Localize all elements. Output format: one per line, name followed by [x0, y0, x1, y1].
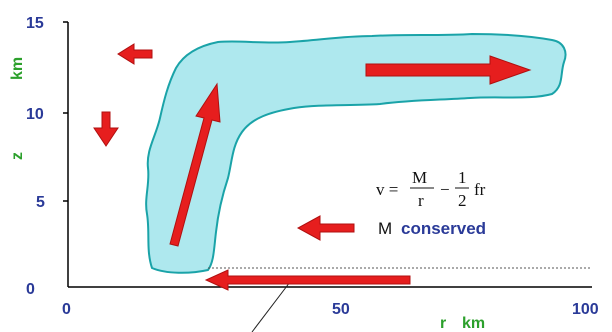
y-tick-label: 10 [26, 106, 44, 123]
equation-tail: fr [474, 180, 486, 199]
updraft-arrow [169, 82, 221, 247]
equation-denominator-2: 2 [458, 191, 467, 210]
equation-denominator-1: r [418, 191, 424, 210]
equation-minus: − [440, 180, 450, 199]
upper-left-arrow [117, 43, 153, 65]
x-axis-label: r [440, 315, 446, 332]
x-tick-label: 0 [62, 301, 71, 318]
mid-inflow-arrow [296, 215, 355, 241]
x-axis-unit-label: km [462, 315, 485, 332]
annotation-m: M [378, 219, 392, 238]
pointer-line [251, 281, 291, 332]
x-tick-label: 100 [572, 301, 599, 318]
y-axis-unit-label: km [9, 57, 26, 80]
y-tick-label: 0 [26, 281, 35, 298]
x-tick-label: 50 [332, 301, 350, 318]
eyewall-outflow-cloud [145, 32, 567, 274]
y-axis-label: z [9, 152, 26, 160]
equation-numerator-1: M [412, 168, 427, 187]
equation-numerator-2: 1 [458, 168, 467, 187]
outflow-arrow [365, 55, 532, 85]
y-tick-label: 5 [36, 194, 45, 211]
gradient-wind-equation: v = M r − 1 2 fr [376, 168, 486, 210]
y-tick-label: 15 [26, 15, 44, 32]
annotation-conserved: conserved [401, 219, 486, 238]
subsidence-arrow [93, 111, 119, 147]
inflow-arrow [204, 269, 411, 291]
equation-lhs: v = [376, 180, 398, 199]
